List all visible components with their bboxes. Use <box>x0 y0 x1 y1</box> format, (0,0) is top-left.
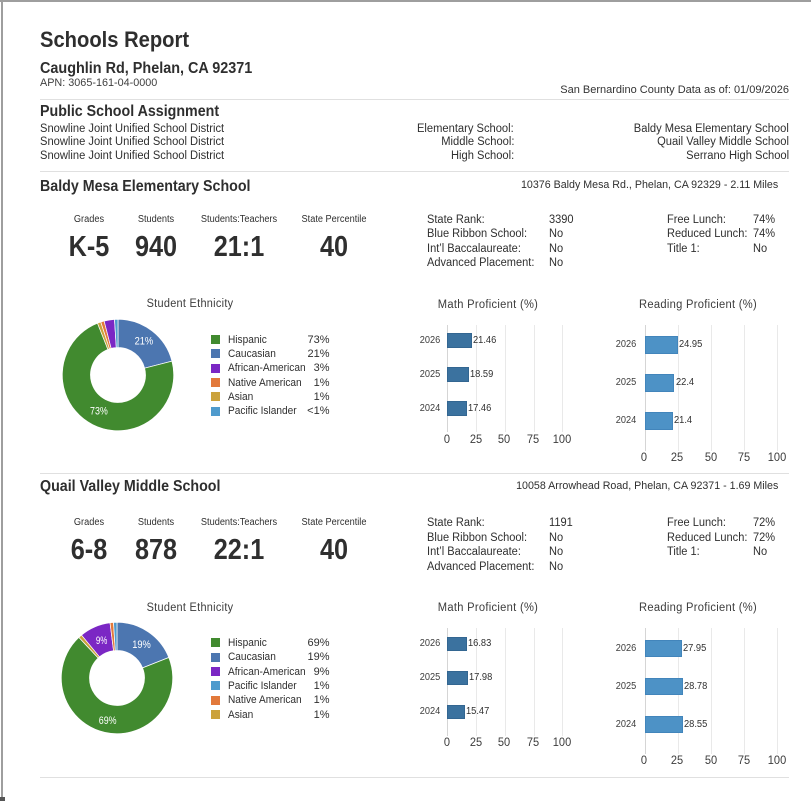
svg-text:9%: 9% <box>96 635 108 647</box>
svg-text:19%: 19% <box>132 639 151 651</box>
svg-text:21%: 21% <box>134 336 153 348</box>
svg-text:73%: 73% <box>90 406 108 418</box>
svg-text:69%: 69% <box>99 714 117 726</box>
